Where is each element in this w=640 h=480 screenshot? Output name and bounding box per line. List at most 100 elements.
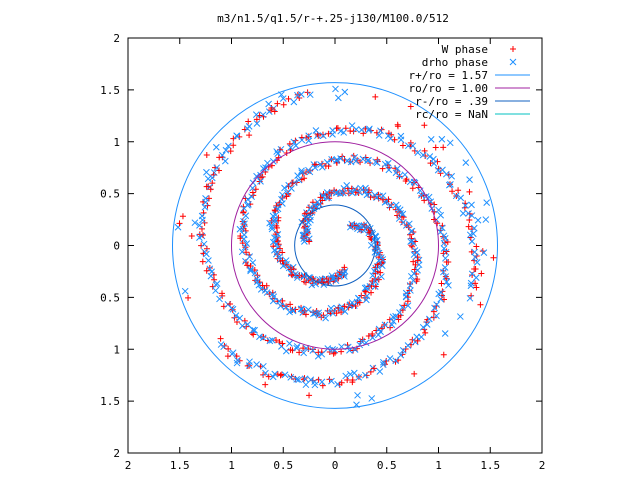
drho-phase-point	[430, 155, 437, 163]
drho-phase-point	[244, 320, 252, 328]
drho-phase-point	[337, 305, 345, 313]
w-phase-point	[243, 249, 250, 256]
w-phase-point	[477, 301, 484, 308]
w-phase-point	[179, 213, 186, 220]
w-phase-point	[204, 202, 211, 209]
drho-phase-point	[355, 294, 362, 302]
w-phase-point	[246, 132, 253, 139]
w-phase-point	[369, 330, 376, 337]
drho-phase-point	[212, 281, 220, 289]
w-phase-point	[394, 212, 401, 219]
drho-phase-point	[284, 189, 291, 197]
drho-phase-point	[394, 205, 402, 212]
drho-phase-point	[279, 262, 287, 270]
drho-phase-point	[411, 247, 419, 254]
drho-phase-point	[262, 164, 269, 171]
w-phase-point	[414, 254, 421, 261]
drho-phase-point	[205, 257, 212, 264]
drho-phase-point	[406, 282, 414, 289]
w-phase-point	[188, 233, 195, 240]
w-phase-point	[430, 314, 437, 321]
w-phase-point	[296, 349, 303, 356]
drho-phase-point	[353, 298, 361, 306]
w-phase-point	[344, 376, 351, 383]
drho-phase-point	[328, 155, 335, 163]
w-phase-point	[412, 261, 419, 268]
w-phase-point	[325, 130, 332, 137]
drho-phase-point	[351, 185, 359, 193]
w-phase-point	[217, 335, 224, 342]
drho-phase-point	[241, 220, 248, 228]
w-phase-point	[411, 147, 418, 154]
drho-phase-point	[392, 201, 400, 209]
x-tick-label: 2	[125, 459, 132, 472]
w-phase-point	[430, 216, 437, 223]
drho-phase-point	[402, 289, 410, 297]
w-phase-point	[207, 186, 214, 193]
drho-phase-point	[377, 328, 384, 336]
drho-phase-point	[331, 346, 339, 354]
drho-phase-point	[404, 302, 412, 309]
legend-label-ro: ro/ro = 1.00	[409, 82, 488, 95]
drho-phase-point	[347, 158, 355, 166]
w-phase-point	[345, 304, 352, 311]
drho-phase-point	[392, 169, 400, 177]
w-phase-point	[263, 282, 270, 289]
w-phase-point	[392, 206, 399, 213]
w-phase-point	[203, 183, 210, 190]
w-phase-point	[247, 262, 254, 269]
drho-phase-point	[388, 321, 396, 329]
w-phase-point	[490, 254, 497, 261]
y-tick-label: 2	[113, 32, 120, 45]
w-phase-point	[449, 188, 456, 195]
legend-marks	[495, 46, 530, 115]
drho-phase-point	[435, 206, 442, 214]
w-phase-point	[279, 257, 286, 264]
w-phase-point	[319, 131, 326, 138]
w-phase-point	[256, 178, 263, 185]
w-phase-point	[224, 353, 231, 360]
w-phase-point	[245, 118, 252, 125]
w-phase-point	[251, 266, 258, 273]
w-phase-point	[268, 107, 275, 114]
drho-phase-point	[271, 218, 279, 226]
data-layer	[174, 85, 497, 409]
chart-title: m3/n1.5/q1.5/r-+.25-j130/M100.0/512	[217, 12, 449, 25]
w-phase-point	[471, 265, 478, 272]
drho-phase-point	[437, 295, 445, 303]
drho-phase-point	[347, 370, 354, 378]
w-phase-point	[338, 309, 345, 316]
drho-phase-point	[300, 238, 308, 245]
drho-phase-point	[438, 224, 446, 232]
drho-phase-point	[446, 139, 454, 147]
w-phase-point	[350, 347, 357, 354]
drho-phase-point	[427, 136, 435, 143]
drho-phase-point	[281, 184, 288, 192]
drho-phase-point	[287, 144, 294, 151]
drho-phase-point	[256, 333, 263, 341]
w-phase-point	[243, 323, 250, 330]
drho-phase-point	[473, 259, 481, 266]
drho-phase-point	[343, 157, 351, 165]
drho-phase-point	[253, 278, 261, 286]
drho-phase-point	[249, 326, 257, 334]
drho-phase-point	[438, 135, 446, 143]
w-phase-point	[375, 191, 382, 198]
drho-phase-point	[372, 158, 380, 166]
drho-phase-point	[378, 262, 386, 270]
drho-phase-point	[200, 240, 208, 248]
drho-phase-point	[269, 238, 277, 246]
w-phase-point	[478, 270, 485, 277]
drho-phase-point	[277, 302, 285, 310]
drho-phase-point	[279, 200, 286, 207]
drho-phase-point	[381, 321, 389, 329]
drho-phase-point	[408, 227, 416, 235]
w-phase-point	[370, 365, 377, 372]
drho-phase-point	[251, 326, 258, 334]
w-phase-point	[279, 340, 286, 347]
drho-phase-point	[351, 153, 359, 161]
w-phase-point	[444, 238, 451, 245]
drho-phase-point	[311, 381, 319, 389]
w-phase-point	[418, 192, 425, 199]
